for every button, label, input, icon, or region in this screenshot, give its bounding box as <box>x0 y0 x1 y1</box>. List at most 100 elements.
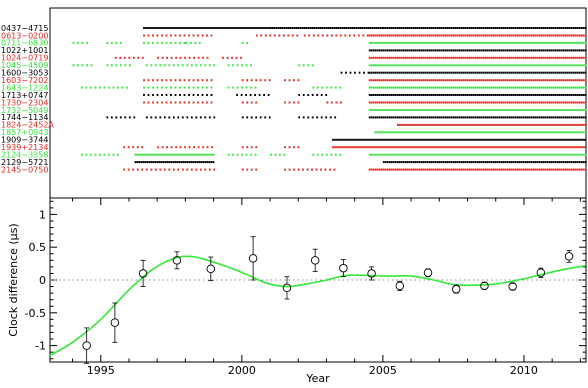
observation-dot <box>430 34 433 37</box>
observation-dot <box>442 41 445 44</box>
observation-dot <box>406 41 409 44</box>
observation-dot <box>538 27 541 29</box>
observation-dot <box>400 41 403 44</box>
observation-dot <box>241 64 243 67</box>
observation-dot <box>311 64 314 67</box>
observation-dot <box>325 94 328 96</box>
data-point <box>564 250 574 263</box>
observation-dot <box>508 168 511 171</box>
observation-dot <box>386 131 389 134</box>
observation-dot <box>494 116 497 119</box>
observation-dot <box>416 34 419 37</box>
observation-dot <box>452 71 455 74</box>
observation-dot <box>172 153 175 156</box>
observation-dot <box>476 168 479 171</box>
observation-dot <box>123 56 126 59</box>
observation-dot <box>414 109 417 111</box>
observation-dot <box>502 49 505 52</box>
observation-dot <box>436 79 439 82</box>
observation-dot <box>374 64 377 67</box>
observation-dot <box>430 49 433 52</box>
observation-dot <box>378 131 381 134</box>
observation-dot <box>566 116 569 119</box>
observation-dot <box>548 138 550 141</box>
observation-dot <box>534 109 537 111</box>
observation-dot <box>470 138 472 141</box>
observation-dot <box>388 138 390 141</box>
observation-dot <box>119 116 122 119</box>
observation-dot <box>554 168 557 171</box>
observation-dot <box>546 64 549 67</box>
observation-dot <box>500 116 503 119</box>
observation-dot <box>512 138 514 141</box>
observation-dot <box>490 79 493 82</box>
pulsar-row <box>143 94 587 96</box>
observation-dot <box>576 131 579 134</box>
observation-dot <box>527 123 529 126</box>
observation-dot <box>496 41 499 44</box>
observation-dot <box>520 41 523 44</box>
observation-dot <box>126 86 128 89</box>
observation-dot <box>504 64 507 67</box>
observation-dot <box>342 146 344 149</box>
observation-dot <box>170 79 172 82</box>
observation-dot <box>232 153 234 156</box>
observation-dot <box>418 86 421 89</box>
observation-dot <box>446 161 449 164</box>
observation-dot <box>434 101 437 104</box>
pulsar-label: 2129−5721 <box>1 158 48 167</box>
observation-dot <box>526 34 529 37</box>
observation-dot <box>426 153 429 156</box>
observation-dot <box>165 86 168 89</box>
observation-dot <box>506 86 509 89</box>
observation-dot <box>390 64 393 67</box>
observation-dot <box>201 34 204 37</box>
pulsar-label: 0437−4715 <box>1 24 48 33</box>
observation-dot <box>404 138 406 141</box>
observation-dot <box>584 131 587 134</box>
observation-dot <box>487 123 489 126</box>
observation-dot <box>250 101 253 104</box>
observation-dot <box>440 138 442 141</box>
observation-dot <box>470 168 473 171</box>
observation-dot <box>552 101 555 104</box>
observation-dot <box>236 94 238 96</box>
observation-dot <box>552 116 555 119</box>
observation-dot <box>510 153 513 156</box>
observation-dot <box>496 161 499 164</box>
observation-dot <box>161 27 163 29</box>
observation-dot <box>480 168 483 171</box>
observation-dot <box>462 86 465 89</box>
observation-dot <box>312 34 315 37</box>
observation-dot <box>463 123 465 126</box>
observation-dot <box>386 27 389 29</box>
observation-dot <box>460 41 463 44</box>
observation-dot <box>520 34 523 37</box>
observation-dot <box>444 27 447 29</box>
observation-dot <box>512 79 515 82</box>
observation-dot <box>492 41 495 44</box>
observation-dot <box>119 41 122 44</box>
observation-dot <box>576 153 579 156</box>
observation-dot <box>448 71 451 74</box>
observation-dot <box>482 49 485 52</box>
observation-dot <box>179 79 181 82</box>
observation-dot <box>550 109 553 111</box>
observation-dot <box>542 49 545 52</box>
observation-dot <box>152 79 154 82</box>
observation-dot <box>454 79 457 82</box>
observation-dot <box>484 71 487 74</box>
observation-dot <box>430 56 433 59</box>
observation-dot <box>486 86 489 89</box>
observation-dot <box>542 131 545 134</box>
observation-dot <box>446 131 449 134</box>
observation-dot <box>529 123 531 126</box>
observation-dot <box>374 101 377 104</box>
observation-dot <box>584 49 587 52</box>
observation-dot <box>180 161 183 164</box>
observation-dot <box>398 49 401 52</box>
observation-dot <box>81 64 84 67</box>
observation-dot <box>201 94 204 96</box>
y-tick-label: -0.5 <box>25 307 46 320</box>
observation-dot <box>407 123 409 126</box>
